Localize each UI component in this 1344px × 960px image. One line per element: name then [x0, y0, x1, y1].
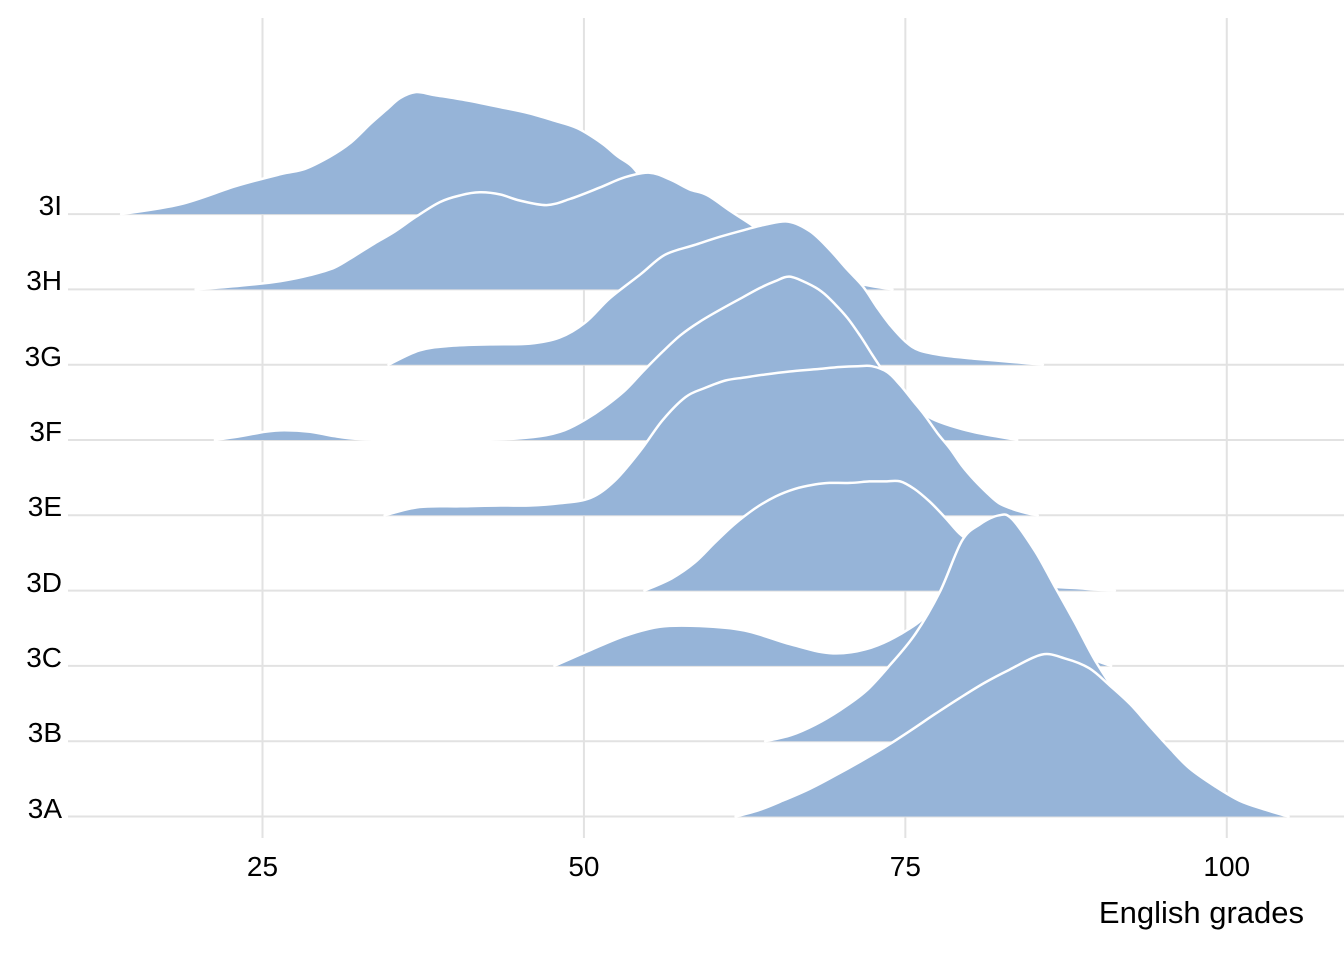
ridge-fill-3E: [384, 365, 1038, 516]
y-axis-label-3D: 3D: [26, 566, 62, 598]
x-axis-label-50: 50: [568, 851, 600, 882]
y-axis-label-3A: 3A: [27, 792, 62, 824]
ridge-outline-3A: [734, 652, 1290, 818]
y-axis-label-3G: 3G: [24, 340, 62, 372]
ridge-fill-3I: [121, 92, 721, 215]
ridge-fill-3D: [644, 480, 1115, 591]
x-axis-label-25: 25: [246, 851, 279, 882]
ridge-outline-3G: [387, 220, 1045, 366]
y-axis-label-3C: 3C: [26, 641, 62, 673]
y-axis-label-3F: 3F: [29, 416, 62, 447]
x-axis-title: English grades: [1098, 895, 1304, 930]
y-axis-label-3B: 3B: [27, 717, 62, 749]
ridge-outline-3E: [383, 364, 1040, 517]
y-axis-label-3E: 3E: [27, 491, 62, 523]
y-axis-label-3I: 3I: [38, 190, 62, 222]
x-axis-label-75: 75: [889, 851, 921, 882]
y-axis-label-3H: 3H: [26, 265, 62, 297]
ridge-fill-3G: [388, 221, 1043, 365]
ridge-fill-3A: [735, 654, 1289, 817]
x-axis-label-100: 100: [1203, 851, 1251, 882]
